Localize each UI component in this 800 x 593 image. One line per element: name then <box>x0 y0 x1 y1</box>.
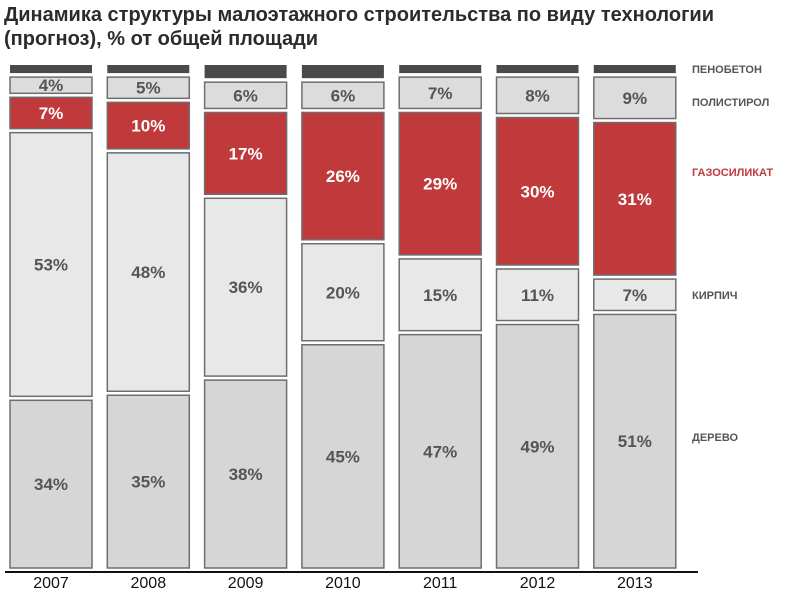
bar-kirpich-2007 <box>9 131 93 398</box>
data-label-derevo-2013: 51% <box>618 432 652 451</box>
data-label-gazosilikat-2012: 30% <box>520 182 554 201</box>
bar-kirpich-2010 <box>301 243 385 342</box>
x-tick-label-2009: 2009 <box>228 575 264 592</box>
x-tick-label-2012: 2012 <box>520 575 556 592</box>
x-tick-label-2007: 2007 <box>33 575 69 592</box>
bar-gazosilikat-2010 <box>301 111 385 241</box>
x-tick-labels: 2007 2008 2009 2010 2011 2012 2013 <box>33 575 652 592</box>
data-label-polistirol-2008: 5% <box>136 79 161 98</box>
data-label-polistirol-2009: 6% <box>233 86 258 105</box>
bar-derevo-2009 <box>203 379 288 569</box>
bar-derevo-2012 <box>495 323 580 569</box>
data-label-gazosilikat-2008: 10% <box>131 117 165 136</box>
data-label-kirpich-2010: 20% <box>326 283 360 302</box>
bar-kirpich-2011 <box>398 258 482 332</box>
data-label-derevo-2011: 47% <box>423 442 457 461</box>
data-label-derevo-2012: 49% <box>520 437 554 456</box>
bar-derevo-2007 <box>9 399 93 569</box>
bar-penobeton-2009 <box>204 65 287 79</box>
bar-penobeton-2007 <box>10 65 92 74</box>
data-label-polistirol-2012: 8% <box>525 86 550 105</box>
data-label-kirpich-2007: 53% <box>34 255 68 274</box>
bar-derevo-2008 <box>106 394 191 569</box>
bar-kirpich-2008 <box>106 152 191 392</box>
bar-gazosilikat-2013 <box>593 121 677 276</box>
bar-derevo-2010 <box>301 344 385 569</box>
data-label-gazosilikat-2011: 29% <box>423 175 457 194</box>
bar-kirpich-2013 <box>593 278 677 312</box>
data-label-polistirol-2013: 9% <box>623 89 648 108</box>
bar-polistirol-2007 <box>9 76 93 95</box>
bar-penobeton-2011 <box>399 65 482 74</box>
legend-item-derevo: ДЕРЕВО <box>692 432 739 444</box>
legend-item-penobeton: ПЕНОБЕТОН <box>692 64 762 76</box>
bar-penobeton-2008 <box>107 65 190 74</box>
bar-polistirol-2012 <box>495 76 580 115</box>
bar-polistirol-2011 <box>398 76 482 110</box>
bar-polistirol-2009 <box>203 81 288 110</box>
bar-derevo-2013 <box>593 313 677 569</box>
bar-gazosilikat-2012 <box>495 116 580 266</box>
data-label-kirpich-2009: 36% <box>229 278 263 297</box>
data-label-polistirol-2007: 4% <box>39 76 64 95</box>
bar-penobeton-2012 <box>496 65 579 74</box>
data-label-polistirol-2011: 7% <box>428 84 453 103</box>
data-label-derevo-2008: 35% <box>131 473 165 492</box>
data-label-gazosilikat-2009: 17% <box>229 144 263 163</box>
data-label-polistirol-2010: 6% <box>331 86 356 105</box>
bar-penobeton-2013 <box>593 65 676 74</box>
data-label-kirpich-2013: 7% <box>623 286 648 305</box>
bar-penobeton-2010 <box>301 65 384 79</box>
x-tick-label-2008: 2008 <box>131 575 167 592</box>
bar-derevo-2011 <box>398 333 482 569</box>
bar-gazosilikat-2009 <box>203 111 288 196</box>
bar-polistirol-2013 <box>593 76 677 120</box>
data-label-kirpich-2011: 15% <box>423 286 457 305</box>
x-tick-label-2013: 2013 <box>617 575 653 592</box>
data-label-gazosilikat-2010: 26% <box>326 167 360 186</box>
data-label-kirpich-2012: 11% <box>521 286 554 305</box>
x-tick-label-2010: 2010 <box>325 575 361 592</box>
data-label-gazosilikat-2013: 31% <box>618 190 652 209</box>
bar-polistirol-2010 <box>301 81 385 110</box>
bar-gazosilikat-2008 <box>106 101 191 150</box>
legend-item-gazosilikat: ГАЗОСИЛИКАТ <box>692 167 773 179</box>
bars-layer: 34% 53% 7% 4% 35% 48% 10% 5% 38% 36% 17% 6% 45% 20% 26… <box>9 65 677 569</box>
chart-title: Динамика структуры малоэтажного строител… <box>4 4 715 50</box>
data-label-derevo-2010: 45% <box>326 447 360 466</box>
data-label-gazosilikat-2007: 7% <box>39 104 64 123</box>
data-label-derevo-2009: 38% <box>229 465 263 484</box>
legend-item-kirpich: КИРПИЧ <box>692 290 738 302</box>
bar-kirpich-2009 <box>203 197 288 377</box>
bar-kirpich-2012 <box>495 268 580 322</box>
legend: ДЕРЕВО КИРПИЧ ГАЗОСИЛИКАТ ПОЛИСТИРОЛ ПЕНОБЕТ… <box>692 64 773 444</box>
legend-item-polistirol: ПОЛИСТИРОЛ <box>692 97 769 109</box>
bar-gazosilikat-2007 <box>9 96 93 130</box>
x-tick-label-2011: 2011 <box>423 575 458 592</box>
data-label-derevo-2007: 34% <box>34 475 68 494</box>
data-label-kirpich-2008: 48% <box>131 263 165 282</box>
bar-gazosilikat-2011 <box>398 111 482 256</box>
bar-polistirol-2008 <box>106 76 191 100</box>
